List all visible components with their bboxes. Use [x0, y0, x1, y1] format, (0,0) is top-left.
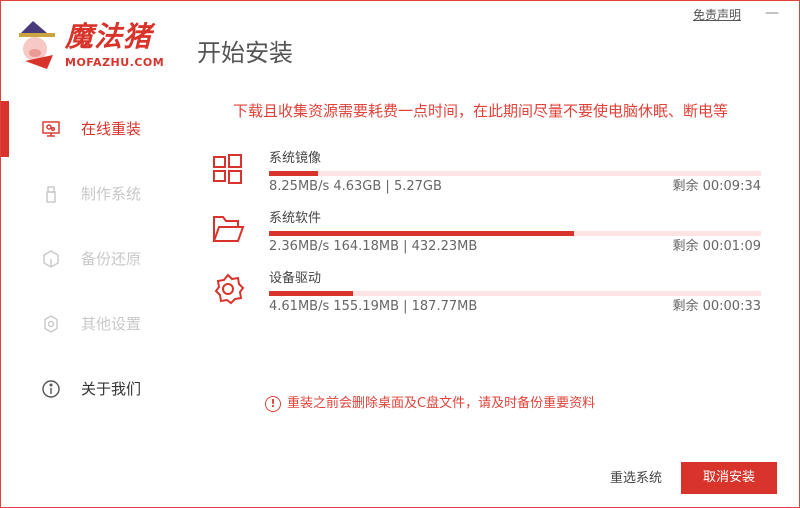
- warning-icon: !: [265, 396, 281, 412]
- sidebar-item-about-us[interactable]: 关于我们: [41, 379, 141, 399]
- disclaimer-link[interactable]: 免责声明: [692, 8, 741, 22]
- pig-mascot-logo: [19, 21, 55, 69]
- progress-bar: [269, 171, 761, 176]
- progress-fill: [269, 291, 353, 296]
- sidebar-item-make-system[interactable]: 制作系统: [41, 184, 141, 204]
- download-stats: 2.36MB/s 164.18MB | 432.23MB: [269, 239, 478, 254]
- download-name: 系统软件: [269, 211, 322, 226]
- sidebar-item-label: 其他设置: [81, 315, 142, 333]
- usb-icon: [46, 186, 56, 203]
- monitor-icon: [42, 121, 60, 137]
- remaining-time: 剩余 00:09:34: [672, 179, 761, 194]
- brand-domain: MOFAZHU.COM: [65, 56, 165, 69]
- minimize-button[interactable]: —: [765, 5, 779, 21]
- sidebar-item-label: 备份还原: [81, 250, 142, 268]
- remaining-time: 剩余 00:01:09: [672, 239, 761, 254]
- sidebar-item-online-reinstall[interactable]: 在线重装: [41, 119, 141, 139]
- sidebar-item-label: 在线重装: [81, 120, 142, 138]
- warning-message: ! 重装之前会删除桌面及C盘文件，请及时备份重要资料: [265, 396, 595, 412]
- gear-icon: [44, 315, 58, 333]
- brand-name: 魔法猪: [65, 20, 153, 53]
- sidebar-item-label: 制作系统: [81, 185, 142, 203]
- progress-bar: [269, 291, 761, 296]
- download-stats: 4.61MB/s 155.19MB | 187.77MB: [269, 299, 478, 314]
- info-icon: [42, 380, 60, 398]
- sidebar-item-label: 关于我们: [81, 380, 142, 398]
- windows-icon: [213, 154, 242, 184]
- sidebar-item-other-settings[interactable]: 其他设置: [41, 314, 141, 334]
- download-item-system-image: 系统镜像 8.25MB/s 4.63GB | 5.27GB 剩余 00:09:3…: [211, 151, 761, 209]
- sidebar-item-backup-restore[interactable]: 备份还原: [41, 249, 141, 269]
- cancel-install-button[interactable]: 取消安装: [681, 462, 777, 494]
- progress-fill: [269, 171, 319, 176]
- download-stats: 8.25MB/s 4.63GB | 5.27GB: [269, 179, 442, 194]
- download-name: 系统镜像: [269, 151, 322, 166]
- folder-icon: [212, 216, 245, 242]
- reselect-system-link[interactable]: 重选系统: [610, 471, 663, 486]
- notice-text: 下载且收集资源需要耗费一点时间，在此期间尽量不要使电脑休眠、断电等: [233, 102, 729, 120]
- page-title: 开始安装: [197, 39, 293, 67]
- progress-fill: [269, 231, 575, 236]
- remaining-time: 剩余 00:00:33: [672, 299, 761, 314]
- download-item-device-drivers: 设备驱动 4.61MB/s 155.19MB | 187.77MB 剩余 00:…: [211, 271, 761, 329]
- active-indicator: [1, 101, 9, 157]
- download-item-system-software: 系统软件 2.36MB/s 164.18MB | 432.23MB 剩余 00:…: [211, 211, 761, 269]
- download-name: 设备驱动: [269, 271, 322, 286]
- cube-icon: [43, 250, 59, 268]
- gear-icon: [214, 273, 245, 305]
- warning-text: 重装之前会删除桌面及C盘文件，请及时备份重要资料: [287, 396, 596, 411]
- progress-bar: [269, 231, 761, 236]
